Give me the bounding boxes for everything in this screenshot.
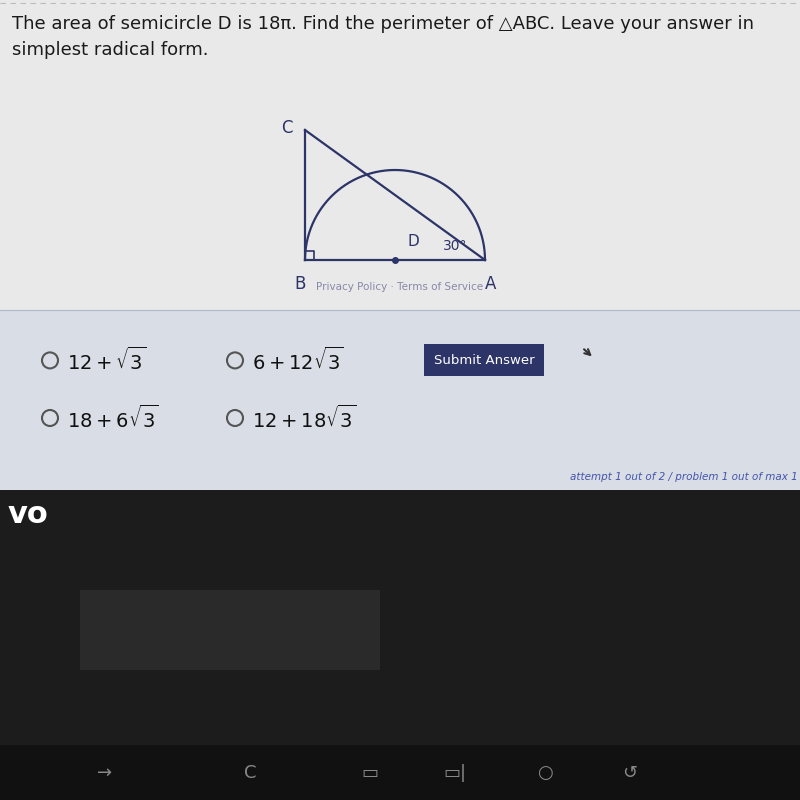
- Text: ○: ○: [537, 764, 553, 782]
- FancyBboxPatch shape: [0, 490, 800, 800]
- Text: The area of semicircle D is 18π. Find the perimeter of △ABC. Leave your answer i: The area of semicircle D is 18π. Find th…: [12, 15, 754, 59]
- FancyBboxPatch shape: [0, 0, 800, 490]
- Text: $6 + 12\sqrt{3}$: $6 + 12\sqrt{3}$: [252, 346, 344, 374]
- Text: D: D: [407, 234, 419, 250]
- Text: Privacy Policy · Terms of Service: Privacy Policy · Terms of Service: [317, 282, 483, 292]
- FancyBboxPatch shape: [424, 344, 544, 376]
- Text: 30°: 30°: [442, 239, 467, 253]
- FancyBboxPatch shape: [0, 745, 800, 800]
- Text: A: A: [486, 275, 497, 293]
- FancyBboxPatch shape: [80, 590, 380, 670]
- Text: $18 + 6\sqrt{3}$: $18 + 6\sqrt{3}$: [67, 404, 159, 432]
- Text: ↺: ↺: [622, 764, 638, 782]
- Text: attempt 1 out of 2 / problem 1 out of max 1: attempt 1 out of 2 / problem 1 out of ma…: [570, 472, 798, 482]
- Text: B: B: [294, 275, 306, 293]
- Text: Submit Answer: Submit Answer: [434, 354, 534, 367]
- Text: vo: vo: [8, 500, 49, 529]
- Text: $12 + 18\sqrt{3}$: $12 + 18\sqrt{3}$: [252, 404, 356, 432]
- Text: ▭: ▭: [362, 764, 378, 782]
- FancyBboxPatch shape: [0, 310, 800, 490]
- Text: C: C: [282, 119, 293, 137]
- Text: C: C: [244, 764, 256, 782]
- Text: $12 + \sqrt{3}$: $12 + \sqrt{3}$: [67, 346, 146, 374]
- Text: →: →: [98, 764, 113, 782]
- Text: ▭|: ▭|: [443, 764, 466, 782]
